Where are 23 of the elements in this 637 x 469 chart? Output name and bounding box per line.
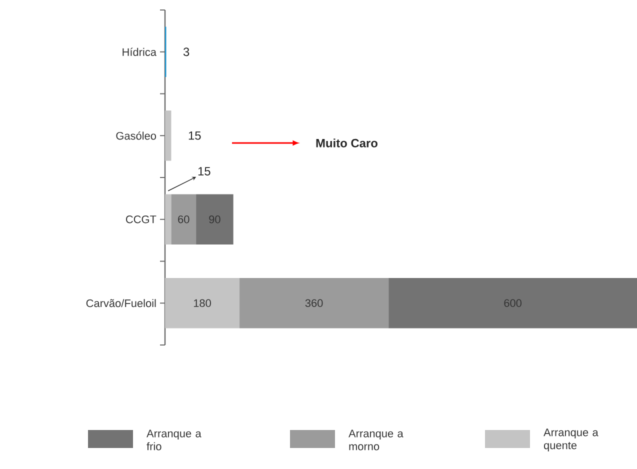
- annotation: Muito Caro: [316, 138, 378, 148]
- legend-label: Arranque a frio: [146, 430, 202, 450]
- bar: [240, 278, 389, 328]
- bar: [196, 194, 234, 244]
- data-label: 180: [194, 299, 211, 307]
- bar: [171, 194, 196, 244]
- data-label: 360: [305, 299, 323, 307]
- data-label: 15: [188, 131, 201, 140]
- y-tick-label: CCGT: [126, 215, 156, 224]
- y-tick-label: Hídrica: [122, 48, 156, 56]
- data-label: 3: [183, 48, 190, 56]
- bar: [165, 278, 240, 328]
- bar: [165, 110, 172, 161]
- legend-label: Arranque a quente: [544, 428, 598, 452]
- bar: [388, 278, 637, 328]
- legend-label: Arranque a morno: [348, 430, 404, 450]
- y-tick-label: Gasóleo: [116, 132, 156, 140]
- y-tick-label: Carvão/Fueloil: [86, 299, 156, 308]
- bar: [165, 194, 172, 244]
- data-label: 15: [198, 167, 210, 176]
- data-label: 600: [504, 299, 522, 307]
- data-label: 60: [178, 215, 190, 224]
- data-label: 90: [209, 215, 220, 224]
